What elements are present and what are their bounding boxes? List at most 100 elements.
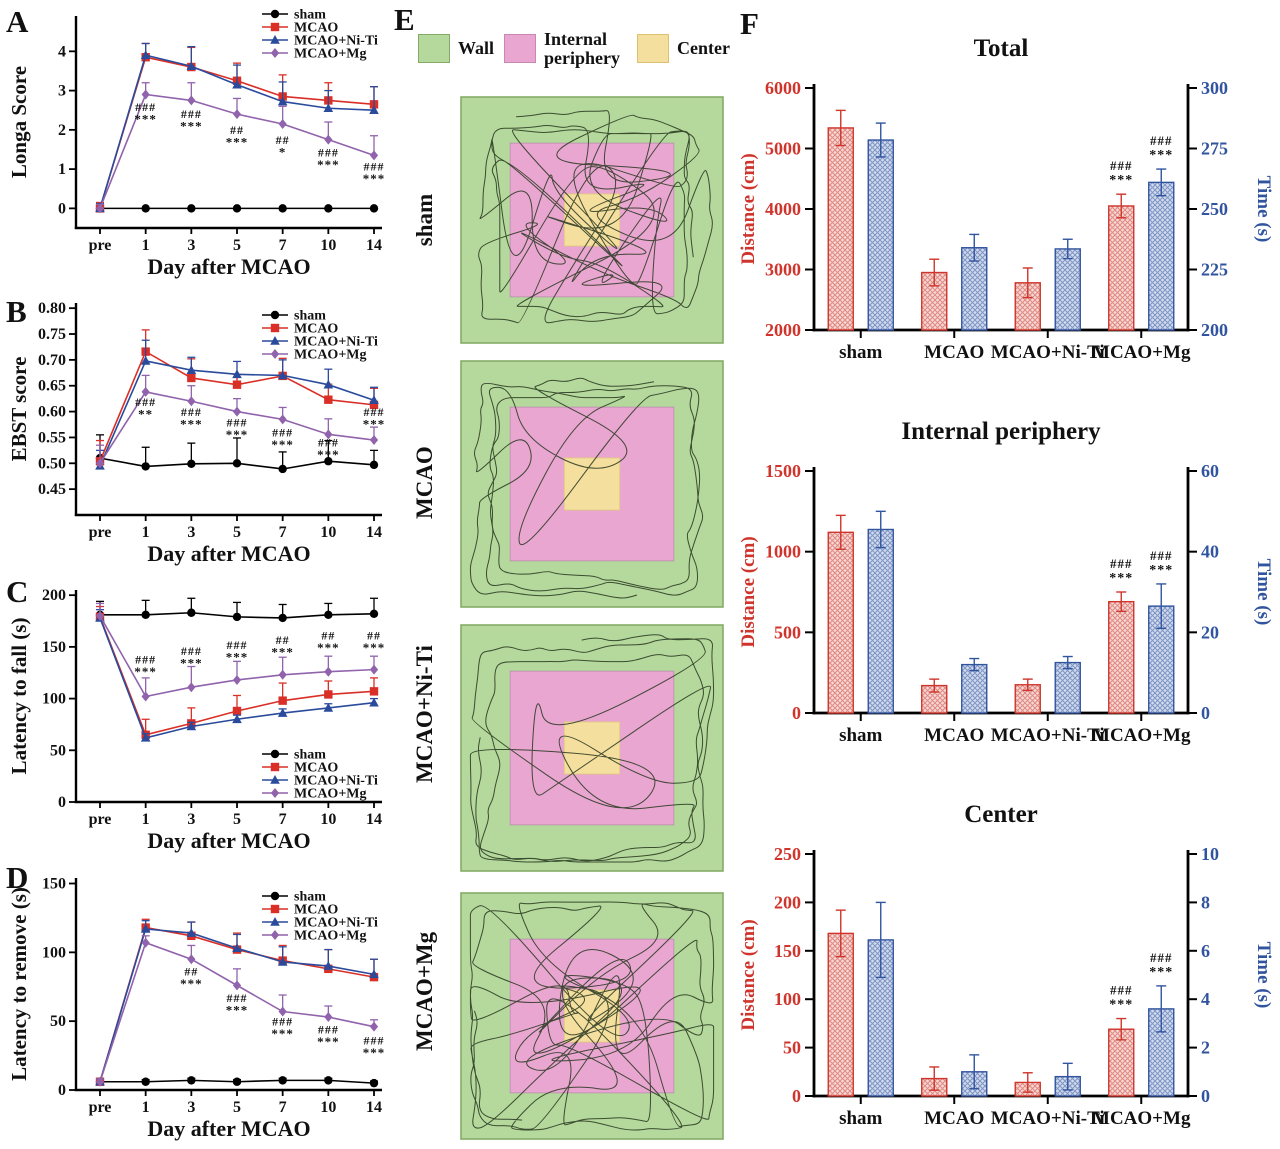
- svg-text:###: ###: [1110, 556, 1133, 571]
- svg-text:1: 1: [142, 811, 150, 828]
- panel-e-open-field: Wall Internal periphery Center sham MCAO…: [390, 0, 730, 1149]
- svg-text:Longa Score: Longa Score: [7, 66, 31, 178]
- svg-text:0.70: 0.70: [38, 352, 66, 369]
- panel-letter-f: F: [740, 6, 759, 41]
- svg-text:sham: sham: [294, 890, 326, 905]
- svg-text:2: 2: [1201, 1038, 1210, 1058]
- svg-text:Distance (cm): Distance (cm): [738, 919, 759, 1030]
- svg-text:###: ###: [1150, 950, 1173, 965]
- svg-text:*: *: [279, 144, 287, 159]
- svg-text:***: ***: [226, 134, 249, 149]
- svg-text:##: ##: [276, 633, 290, 647]
- track-plot-mcao: [460, 360, 724, 608]
- trajectory: [478, 110, 713, 324]
- svg-text:4000: 4000: [765, 199, 801, 219]
- svg-text:0.75: 0.75: [38, 326, 66, 343]
- series-MCAO+Mg: [95, 374, 379, 469]
- svg-text:***: ***: [363, 417, 386, 432]
- svg-text:###: ###: [135, 395, 156, 409]
- series-MCAO+Mg: [95, 935, 379, 1087]
- svg-text:3: 3: [187, 237, 195, 254]
- internal-periphery-label: Internal periphery: [544, 29, 621, 68]
- svg-text:4: 4: [58, 43, 66, 60]
- svg-text:***: ***: [226, 1002, 249, 1017]
- svg-text:###: ###: [272, 425, 293, 439]
- svg-text:MCAO: MCAO: [924, 1108, 984, 1129]
- svg-text:60: 60: [1201, 461, 1219, 481]
- wall-swatch: [418, 34, 450, 64]
- track-label-mcao: MCAO: [412, 446, 437, 519]
- svg-text:275: 275: [1201, 139, 1228, 159]
- axes: 0 500 1000 1500 0 20 40 60 sham MCAO MCAO+Ni-TiMCA…: [765, 461, 1219, 746]
- center-label: Center: [677, 38, 730, 59]
- internal-periphery-swatch: [504, 34, 537, 64]
- svg-text:Distance (cm): Distance (cm): [738, 153, 759, 264]
- svg-text:50: 50: [783, 1038, 801, 1058]
- svg-text:***: ***: [271, 437, 294, 452]
- svg-text:225: 225: [1201, 260, 1228, 280]
- svg-text:###: ###: [318, 436, 339, 450]
- svg-text:Internal periphery: Internal periphery: [901, 418, 1101, 445]
- wall-label: Wall: [458, 38, 495, 59]
- center-swatch: [637, 34, 670, 64]
- svg-text:***: ***: [180, 656, 203, 671]
- series-MCAO+Ni-Ti: [95, 339, 379, 470]
- svg-text:50: 50: [50, 1013, 66, 1030]
- svg-text:###: ###: [181, 644, 202, 658]
- svg-text:10: 10: [320, 524, 336, 541]
- svg-text:14: 14: [366, 237, 382, 254]
- svg-text:###: ###: [364, 1034, 385, 1048]
- svg-text:10: 10: [1201, 844, 1219, 864]
- bars-Distance: [827, 909, 1135, 1097]
- trajectory: [469, 901, 715, 1131]
- svg-text:###: ###: [364, 405, 385, 419]
- svg-text:7: 7: [279, 524, 287, 541]
- svg-text:1000: 1000: [765, 542, 801, 562]
- svg-text:###: ###: [364, 159, 385, 173]
- series-MCAO+Ni-Ti: [95, 42, 379, 213]
- svg-text:***: ***: [180, 119, 203, 134]
- svg-text:Distance (cm): Distance (cm): [738, 536, 759, 647]
- svg-text:***: ***: [134, 112, 157, 127]
- svg-text:pre: pre: [89, 524, 112, 541]
- svg-text:Center: Center: [964, 801, 1038, 828]
- svg-text:***: ***: [1149, 563, 1173, 578]
- axes: 0 50 100 150 200 250 0 2 4 6 8 10 sham MCAO MCAO+Ni-Ti…: [774, 844, 1219, 1129]
- track-label-sham: sham: [412, 193, 437, 247]
- svg-text:500: 500: [774, 622, 801, 642]
- track-label-mcao-mg: MCAO+Mg: [412, 931, 437, 1051]
- svg-text:0.50: 0.50: [38, 455, 66, 472]
- svg-text:0: 0: [58, 794, 66, 811]
- series-sham: [95, 597, 379, 623]
- svg-text:150: 150: [774, 941, 801, 961]
- svg-text:3000: 3000: [765, 260, 801, 280]
- bars-Time: [867, 901, 1175, 1097]
- series-sham: [95, 1076, 379, 1088]
- svg-text:MCAO+Mg: MCAO+Mg: [1092, 1108, 1191, 1129]
- track-plot-mcao-ni-ti: [460, 624, 724, 872]
- svg-text:Time (s): Time (s): [1253, 176, 1274, 243]
- series-sham: [95, 434, 379, 474]
- svg-text:sham: sham: [839, 725, 882, 746]
- svg-text:0: 0: [58, 200, 66, 217]
- svg-text:###: ###: [318, 1023, 339, 1037]
- svg-text:200: 200: [1201, 320, 1228, 340]
- bars-Distance: [827, 514, 1135, 714]
- svg-text:200: 200: [774, 892, 801, 912]
- axes: 0.45 0.50 0.55 0.60 0.65 0.70 0.75 0.80 pre 1 3 5 7 1…: [38, 300, 382, 541]
- svg-text:200: 200: [42, 587, 66, 604]
- svg-text:###: ###: [1150, 133, 1173, 148]
- trajectory: [469, 377, 704, 599]
- svg-text:Day after MCAO: Day after MCAO: [147, 1116, 310, 1141]
- bar-chart-internal-periphery: Internal periphery 0 500 1000 1500 0 20 40 60 sha…: [738, 418, 1274, 746]
- panel-letter-d: D: [6, 860, 29, 895]
- svg-text:100: 100: [42, 944, 66, 961]
- svg-text:5: 5: [233, 1099, 241, 1116]
- svg-text:250: 250: [1201, 199, 1228, 219]
- svg-text:0: 0: [58, 1082, 66, 1099]
- svg-text:5: 5: [233, 811, 241, 828]
- svg-text:100: 100: [774, 989, 801, 1009]
- svg-text:MCAO+Mg: MCAO+Mg: [1092, 725, 1191, 746]
- svg-text:10: 10: [320, 237, 336, 254]
